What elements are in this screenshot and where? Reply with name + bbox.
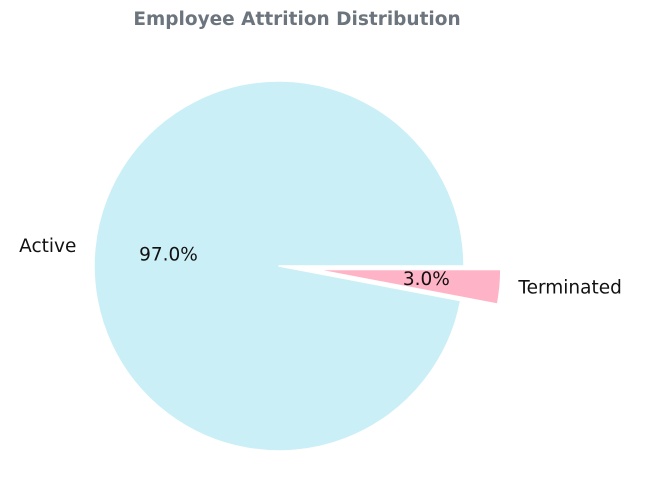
pie-labels: Active 97.0% Terminated 3.0% [19,236,622,299]
slice-label-terminated: Terminated [517,278,621,299]
pie-slices [93,80,502,452]
pie-slice-terminated [315,268,502,305]
slice-label-active: Active [19,236,76,257]
pie-slice-active [93,80,465,452]
pct-label-terminated: 3.0% [403,269,450,290]
pct-label-active: 97.0% [139,245,198,266]
chart-title: Employee Attrition Distribution [133,9,460,30]
